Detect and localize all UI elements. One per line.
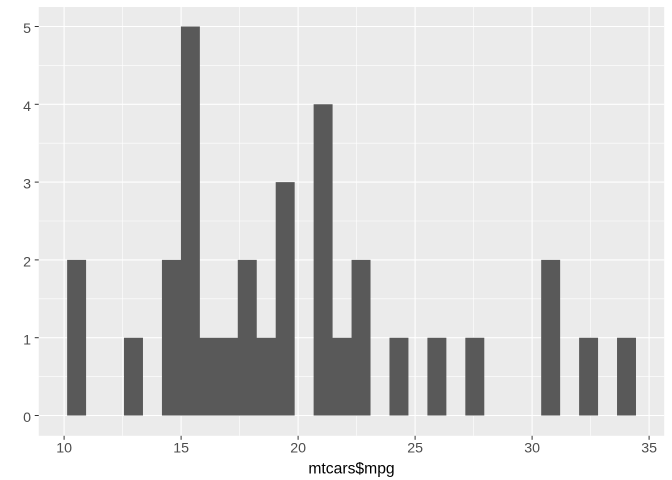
svg-text:10: 10 bbox=[56, 441, 72, 457]
svg-text:30: 30 bbox=[524, 441, 540, 457]
svg-text:0: 0 bbox=[23, 410, 31, 426]
svg-text:4: 4 bbox=[23, 99, 31, 115]
svg-text:35: 35 bbox=[641, 441, 657, 457]
svg-text:25: 25 bbox=[407, 441, 423, 457]
svg-text:20: 20 bbox=[290, 441, 306, 457]
svg-text:15: 15 bbox=[173, 441, 189, 457]
svg-text:3: 3 bbox=[23, 177, 31, 193]
svg-text:mtcars$mpg: mtcars$mpg bbox=[308, 461, 394, 478]
svg-text:5: 5 bbox=[23, 21, 31, 37]
svg-text:2: 2 bbox=[23, 255, 31, 271]
svg-text:1: 1 bbox=[23, 332, 31, 348]
